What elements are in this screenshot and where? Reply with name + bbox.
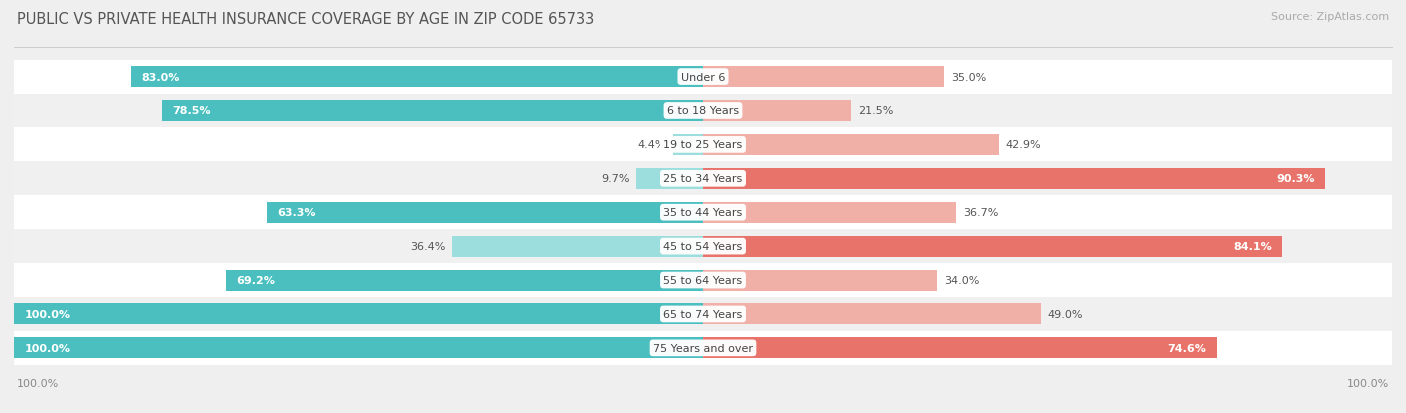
Text: 25 to 34 Years: 25 to 34 Years <box>664 174 742 184</box>
Bar <box>703 101 851 122</box>
Bar <box>14 337 703 358</box>
Text: 36.4%: 36.4% <box>411 242 446 252</box>
Text: 65 to 74 Years: 65 to 74 Years <box>664 309 742 319</box>
Text: 69.2%: 69.2% <box>236 275 276 285</box>
Text: 36.7%: 36.7% <box>963 208 998 218</box>
Text: 49.0%: 49.0% <box>1047 309 1083 319</box>
Text: 35.0%: 35.0% <box>950 72 986 82</box>
Text: 100.0%: 100.0% <box>24 343 70 353</box>
Bar <box>703 337 1218 358</box>
Bar <box>14 60 1392 94</box>
Bar <box>14 230 1392 263</box>
Text: 9.7%: 9.7% <box>600 174 630 184</box>
Bar <box>14 331 1392 365</box>
Bar <box>14 196 1392 230</box>
Bar <box>672 135 703 156</box>
Bar <box>703 169 1324 189</box>
Text: 75 Years and over: 75 Years and over <box>652 343 754 353</box>
Text: 78.5%: 78.5% <box>173 106 211 116</box>
Text: 34.0%: 34.0% <box>945 275 980 285</box>
Text: Source: ZipAtlas.com: Source: ZipAtlas.com <box>1271 12 1389 22</box>
Bar <box>14 162 1392 196</box>
Bar <box>703 270 938 291</box>
Text: 42.9%: 42.9% <box>1005 140 1040 150</box>
Bar <box>226 270 703 291</box>
Text: 100.0%: 100.0% <box>1347 378 1389 388</box>
Bar <box>14 94 1392 128</box>
Text: 100.0%: 100.0% <box>17 378 59 388</box>
Text: 63.3%: 63.3% <box>277 208 316 218</box>
Bar <box>14 263 1392 297</box>
Text: 19 to 25 Years: 19 to 25 Years <box>664 140 742 150</box>
Bar <box>703 202 956 223</box>
Text: 74.6%: 74.6% <box>1168 343 1206 353</box>
Text: 6 to 18 Years: 6 to 18 Years <box>666 106 740 116</box>
Bar <box>131 67 703 88</box>
Text: 55 to 64 Years: 55 to 64 Years <box>664 275 742 285</box>
Text: 90.3%: 90.3% <box>1277 174 1315 184</box>
Text: 45 to 54 Years: 45 to 54 Years <box>664 242 742 252</box>
Text: Under 6: Under 6 <box>681 72 725 82</box>
Bar <box>703 135 998 156</box>
Text: 35 to 44 Years: 35 to 44 Years <box>664 208 742 218</box>
Bar <box>162 101 703 122</box>
Text: 84.1%: 84.1% <box>1233 242 1272 252</box>
Text: PUBLIC VS PRIVATE HEALTH INSURANCE COVERAGE BY AGE IN ZIP CODE 65733: PUBLIC VS PRIVATE HEALTH INSURANCE COVER… <box>17 12 595 27</box>
Bar <box>14 304 703 325</box>
Bar <box>703 304 1040 325</box>
Bar <box>703 236 1282 257</box>
Bar <box>14 128 1392 162</box>
Text: 4.4%: 4.4% <box>637 140 666 150</box>
Bar <box>14 297 1392 331</box>
Bar <box>703 67 945 88</box>
Text: 83.0%: 83.0% <box>142 72 180 82</box>
Bar <box>453 236 703 257</box>
Text: 21.5%: 21.5% <box>858 106 893 116</box>
Bar <box>636 169 703 189</box>
Text: 100.0%: 100.0% <box>24 309 70 319</box>
Bar <box>267 202 703 223</box>
